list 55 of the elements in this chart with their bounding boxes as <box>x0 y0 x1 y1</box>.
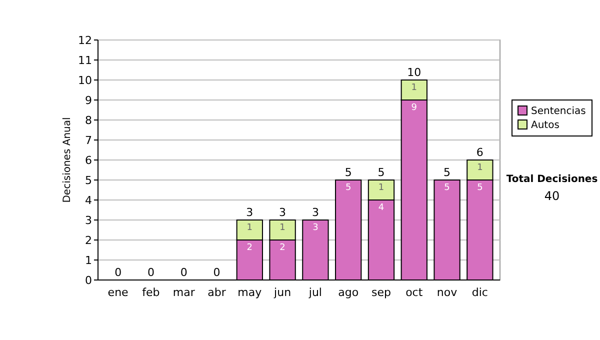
y-tick-label: 11 <box>78 54 92 67</box>
total-label: 0 <box>114 266 122 279</box>
y-tick-label: 12 <box>78 34 92 47</box>
total-label: 10 <box>407 66 422 79</box>
x-tick-label: jun <box>273 286 292 299</box>
y-tick-label: 1 <box>85 254 92 267</box>
data-label: 4 <box>378 203 384 213</box>
total-label: 6 <box>476 146 484 159</box>
x-tick-label: may <box>238 286 262 299</box>
x-tick-label: ago <box>338 286 359 299</box>
x-tick-label: oct <box>406 286 424 299</box>
total-label: 3 <box>279 206 286 219</box>
x-tick-label: ene <box>108 286 129 299</box>
x-tick-label: mar <box>172 286 196 299</box>
y-tick-label: 5 <box>85 174 92 187</box>
total-label: 0 <box>147 266 154 279</box>
data-label: 1 <box>280 223 286 233</box>
data-label: 3 <box>312 223 318 233</box>
data-label: 2 <box>280 243 286 253</box>
data-label: 5 <box>477 183 483 193</box>
y-axis-title: Decisiones Anual <box>62 117 73 203</box>
x-tick-label: nov <box>436 286 458 299</box>
y-tick-label: 4 <box>85 194 92 207</box>
data-label: 5 <box>345 183 352 193</box>
y-tick-label: 2 <box>85 234 92 247</box>
x-tick-label: jul <box>308 286 322 299</box>
y-tick-label: 6 <box>85 154 92 167</box>
total-label: 0 <box>180 266 188 279</box>
total-label: 5 <box>344 166 352 179</box>
data-label: 9 <box>411 103 418 113</box>
total-label: 5 <box>378 166 385 179</box>
total-label: 0 <box>213 266 220 279</box>
x-tick-label: sep <box>372 286 391 299</box>
legend-label: Sentencias <box>531 106 586 117</box>
y-tick-label: 8 <box>85 114 92 127</box>
y-tick-label: 10 <box>78 74 92 87</box>
text: 40 <box>544 189 560 203</box>
x-tick-label: dic <box>472 286 488 299</box>
data-label: 1 <box>378 183 384 193</box>
total-label: 3 <box>246 206 254 219</box>
data-label: 5 <box>444 183 450 193</box>
y-tick-label: 0 <box>85 274 92 287</box>
total-label: 3 <box>312 206 319 219</box>
text: Total Decisiones <box>506 174 598 185</box>
data-label: 1 <box>246 223 253 233</box>
data-label: 1 <box>477 163 483 173</box>
legend-label: Autos <box>531 120 560 131</box>
data-label: 1 <box>411 83 418 93</box>
x-tick-label: feb <box>142 286 160 299</box>
y-tick-label: 9 <box>85 94 92 107</box>
x-tick-label: abr <box>208 286 226 299</box>
data-label: 2 <box>246 243 253 253</box>
y-tick-label: 3 <box>85 214 92 227</box>
total-label: 5 <box>444 166 451 179</box>
y-tick-label: 7 <box>85 134 92 147</box>
